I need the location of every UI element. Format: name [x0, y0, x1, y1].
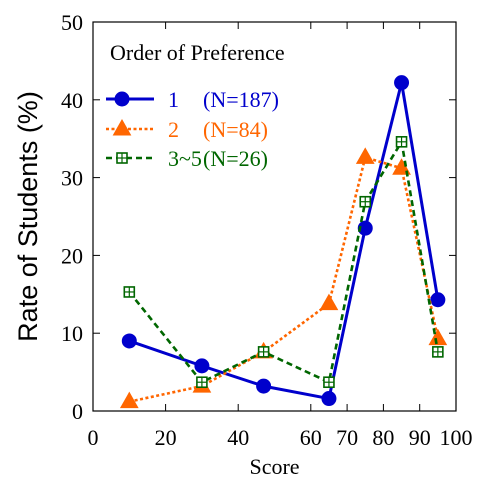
data-point: [355, 147, 375, 164]
legend-title: Order of Preference: [110, 40, 285, 65]
legend-entry: 2 (N=84): [106, 117, 268, 142]
x-tick-label: 20: [155, 425, 177, 450]
y-tick-label: 50: [61, 10, 83, 35]
data-point: [392, 158, 411, 175]
legend-marker: [116, 152, 128, 164]
data-point: [194, 358, 210, 374]
legend-marker: [112, 118, 132, 136]
x-tick-label: 80: [372, 425, 394, 450]
legend-entry: 3~5 (N=26): [106, 146, 268, 171]
axes: 0 20 40 60 70 80 90 100 0 10 20 30 40 50 Score Rate of …: [13, 10, 473, 479]
series-layer: [119, 75, 448, 409]
plot-frame: [92, 21, 457, 412]
legend-entry: 1 (N=187): [106, 87, 279, 112]
series-2: [119, 147, 448, 409]
data-point: [395, 136, 408, 148]
data-point: [430, 292, 446, 308]
data-point: [256, 378, 272, 394]
data-point: [196, 376, 208, 389]
x-tick-label: 0: [88, 425, 99, 450]
y-tick-label: 0: [72, 399, 83, 424]
data-point: [319, 293, 339, 311]
y-tick-label: 40: [61, 88, 83, 113]
legend-n-label: (N=84): [203, 117, 268, 142]
legend-label: 3~5: [168, 146, 202, 171]
data-point: [123, 286, 136, 298]
series-3: [123, 136, 444, 389]
x-axis-title: Score: [249, 454, 299, 479]
y-axis-title: Rate of Students (%): [13, 91, 43, 342]
plot-area: [92, 21, 457, 412]
legend-n-label: (N=187): [203, 87, 279, 112]
data-point: [121, 333, 137, 349]
data-point: [257, 346, 270, 358]
data-point: [119, 391, 139, 409]
x-tick-label: 70: [336, 425, 358, 450]
x-tick-label: 100: [440, 425, 473, 450]
legend-label: 1: [168, 87, 179, 112]
y-tick-label: 30: [61, 166, 83, 191]
legend-n-label: (N=26): [203, 146, 268, 171]
legend-marker: [114, 91, 130, 107]
data-point: [321, 391, 337, 407]
data-point: [428, 328, 448, 346]
y-tick-label: 10: [61, 321, 83, 346]
x-tick-label: 60: [300, 425, 322, 450]
y-tick-label: 20: [61, 243, 83, 268]
x-tick-label: 90: [409, 425, 431, 450]
data-point: [394, 75, 410, 91]
series-line: [129, 156, 440, 403]
data-point: [357, 220, 373, 236]
series-line: [128, 140, 440, 384]
x-tick-label: 40: [227, 425, 249, 450]
data-point: [432, 346, 444, 358]
legend-label: 2: [168, 117, 179, 142]
data-point: [323, 376, 335, 389]
data-point: [359, 195, 372, 208]
series-1: [121, 75, 446, 407]
